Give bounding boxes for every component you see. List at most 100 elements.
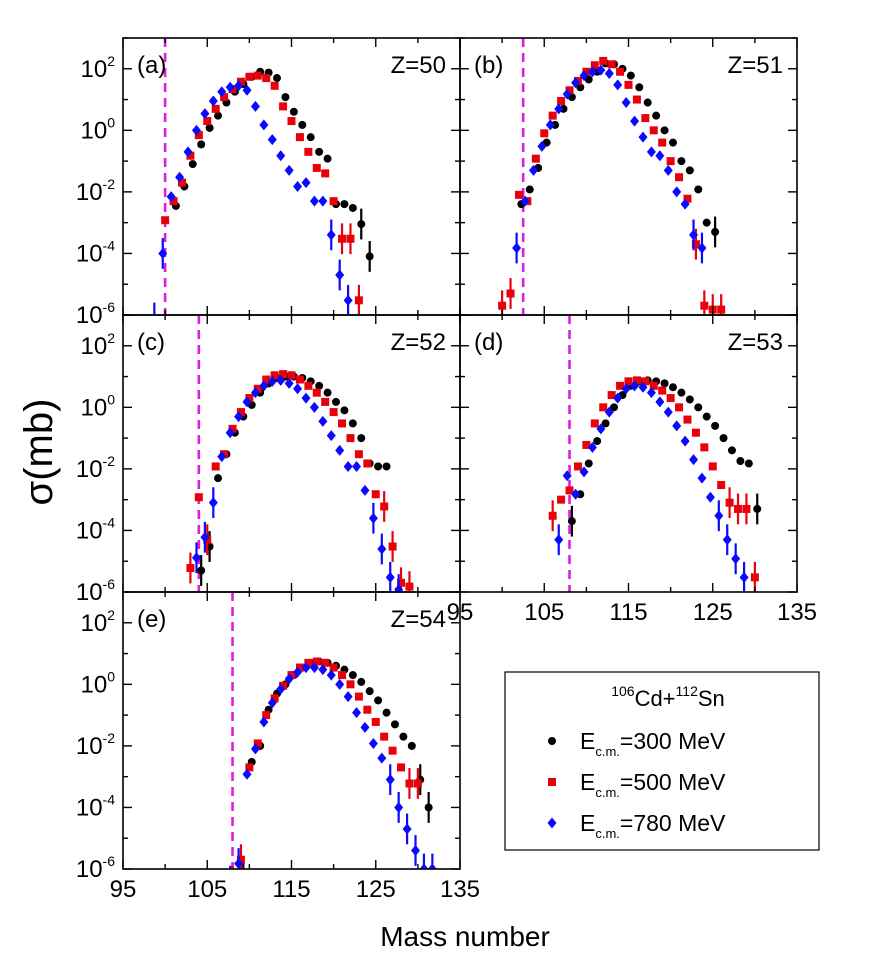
data-point [397, 578, 406, 587]
data-point [326, 430, 336, 442]
data-point [177, 178, 186, 187]
data-point [374, 696, 383, 705]
data-point [419, 863, 429, 869]
data-point [655, 150, 665, 162]
data-point [700, 301, 709, 310]
data-point [638, 381, 648, 393]
data-point [335, 269, 345, 281]
data-point [214, 111, 223, 120]
data-point [234, 411, 244, 423]
data-point [525, 185, 534, 194]
data-point [346, 680, 355, 689]
data-point [293, 383, 303, 395]
data-point [318, 664, 328, 676]
data-point [685, 395, 694, 404]
x-tick-label: 115 [272, 876, 310, 903]
data-point [643, 98, 652, 107]
data-point [663, 164, 673, 176]
data-point [236, 855, 245, 864]
data-point [312, 388, 321, 397]
data-point [545, 119, 555, 131]
panel-label: (d) [474, 329, 503, 356]
data-point [590, 61, 599, 70]
data-point [668, 383, 677, 392]
panel-label: (e) [137, 606, 166, 633]
x-tick-label: 105 [187, 876, 227, 903]
data-point [326, 229, 336, 241]
data-point [259, 380, 269, 392]
legend-entry-e500: Ec.m.=500 MeV [548, 769, 726, 800]
data-point [717, 480, 726, 489]
y-tick-label: 10-6 [76, 299, 115, 329]
data-point [242, 396, 252, 408]
data-point [211, 462, 220, 471]
data-point [540, 129, 549, 138]
data-point [200, 531, 210, 543]
data-point [672, 420, 682, 432]
data-point [360, 484, 370, 496]
legend-entries: Ec.m.=300 MeV Ec.m.=500 MeV Ec.m.=780 MeV [547, 728, 726, 841]
data-point [281, 93, 290, 102]
data-point [584, 459, 593, 468]
data-point [169, 197, 178, 206]
x-axis-title: Mass number [380, 921, 550, 952]
data-point [685, 166, 694, 175]
data-point [188, 160, 197, 169]
data-point [259, 716, 269, 728]
data-point [621, 97, 631, 109]
data-point [315, 381, 324, 390]
data-point [262, 74, 271, 83]
data-point [352, 707, 362, 719]
data-point [304, 658, 313, 667]
panel-frame [122, 37, 461, 316]
data-point [711, 227, 720, 236]
panel-label: (b) [474, 52, 503, 79]
data-point [621, 383, 631, 395]
y-tick-label: 10-2 [76, 176, 115, 206]
data-point [649, 126, 658, 135]
data-point [571, 77, 581, 89]
data-point [321, 169, 330, 178]
data-point [191, 552, 201, 564]
data-point [576, 83, 585, 92]
panel-b: (b) Z=51 [459, 37, 798, 316]
data-point [267, 134, 277, 146]
data-point [270, 81, 279, 90]
data-point [152, 312, 157, 315]
data-point [582, 67, 591, 76]
data-point [363, 459, 372, 468]
data-point [590, 419, 599, 428]
data-point [340, 406, 349, 415]
data-point [354, 450, 363, 459]
data-point [705, 491, 715, 503]
data-point [335, 678, 345, 690]
panel-data [229, 592, 437, 869]
data-point [579, 466, 589, 478]
data-point [250, 100, 260, 112]
z-label: Z=53 [728, 329, 783, 356]
data-point [200, 108, 210, 120]
data-point [298, 120, 307, 129]
data-point [641, 114, 650, 123]
panel-data [186, 315, 414, 592]
data-point [267, 375, 277, 387]
data-point [405, 582, 414, 591]
data-point [357, 677, 366, 686]
data-point [348, 671, 357, 680]
data-point [385, 571, 395, 583]
data-point [214, 474, 223, 483]
data-point [722, 534, 732, 546]
data-point [402, 823, 412, 835]
data-point [354, 692, 363, 701]
data-point [329, 663, 338, 672]
data-point [228, 424, 237, 433]
data-point [315, 147, 324, 156]
data-point [658, 386, 667, 395]
data-point [739, 571, 749, 583]
data-point [338, 419, 347, 428]
data-point [197, 566, 206, 575]
data-point [604, 406, 614, 418]
data-point [220, 93, 229, 102]
